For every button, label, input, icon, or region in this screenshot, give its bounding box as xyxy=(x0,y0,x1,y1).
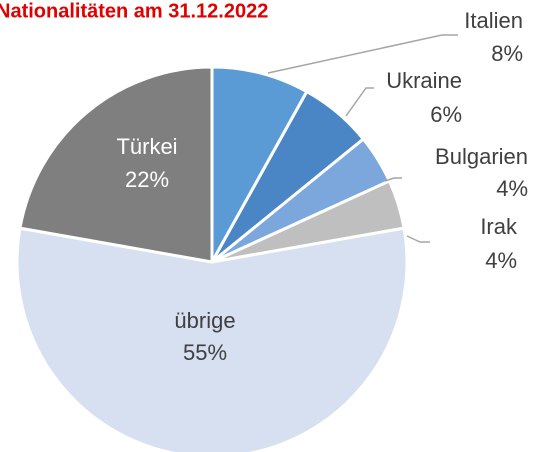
value-label: 6% xyxy=(430,102,462,127)
category-label: Irak xyxy=(480,214,518,239)
value-label: 22% xyxy=(125,167,169,192)
leader-line xyxy=(384,177,402,182)
value-label: 8% xyxy=(491,41,523,66)
pie xyxy=(15,65,409,452)
slice xyxy=(18,65,214,264)
category-label: übrige xyxy=(174,308,235,333)
category-label: Bulgarien xyxy=(435,144,528,169)
leader-line xyxy=(406,235,430,243)
value-label: 4% xyxy=(485,248,517,273)
slice xyxy=(15,226,409,452)
category-label: Ukraine xyxy=(386,68,462,93)
category-label: Italien xyxy=(464,8,523,33)
value-label: 55% xyxy=(183,340,227,365)
category-label: Türkei xyxy=(116,134,177,159)
leader-line xyxy=(345,87,374,117)
slice xyxy=(210,65,309,268)
leader-line xyxy=(267,34,458,74)
chart-title: Nationalitäten am 31.12.2022 xyxy=(0,0,268,22)
value-label: 4% xyxy=(496,176,528,201)
labels: Italien 8% Ukraine 6% Bulgarien 4% Irak 4% übrig… xyxy=(116,8,528,365)
